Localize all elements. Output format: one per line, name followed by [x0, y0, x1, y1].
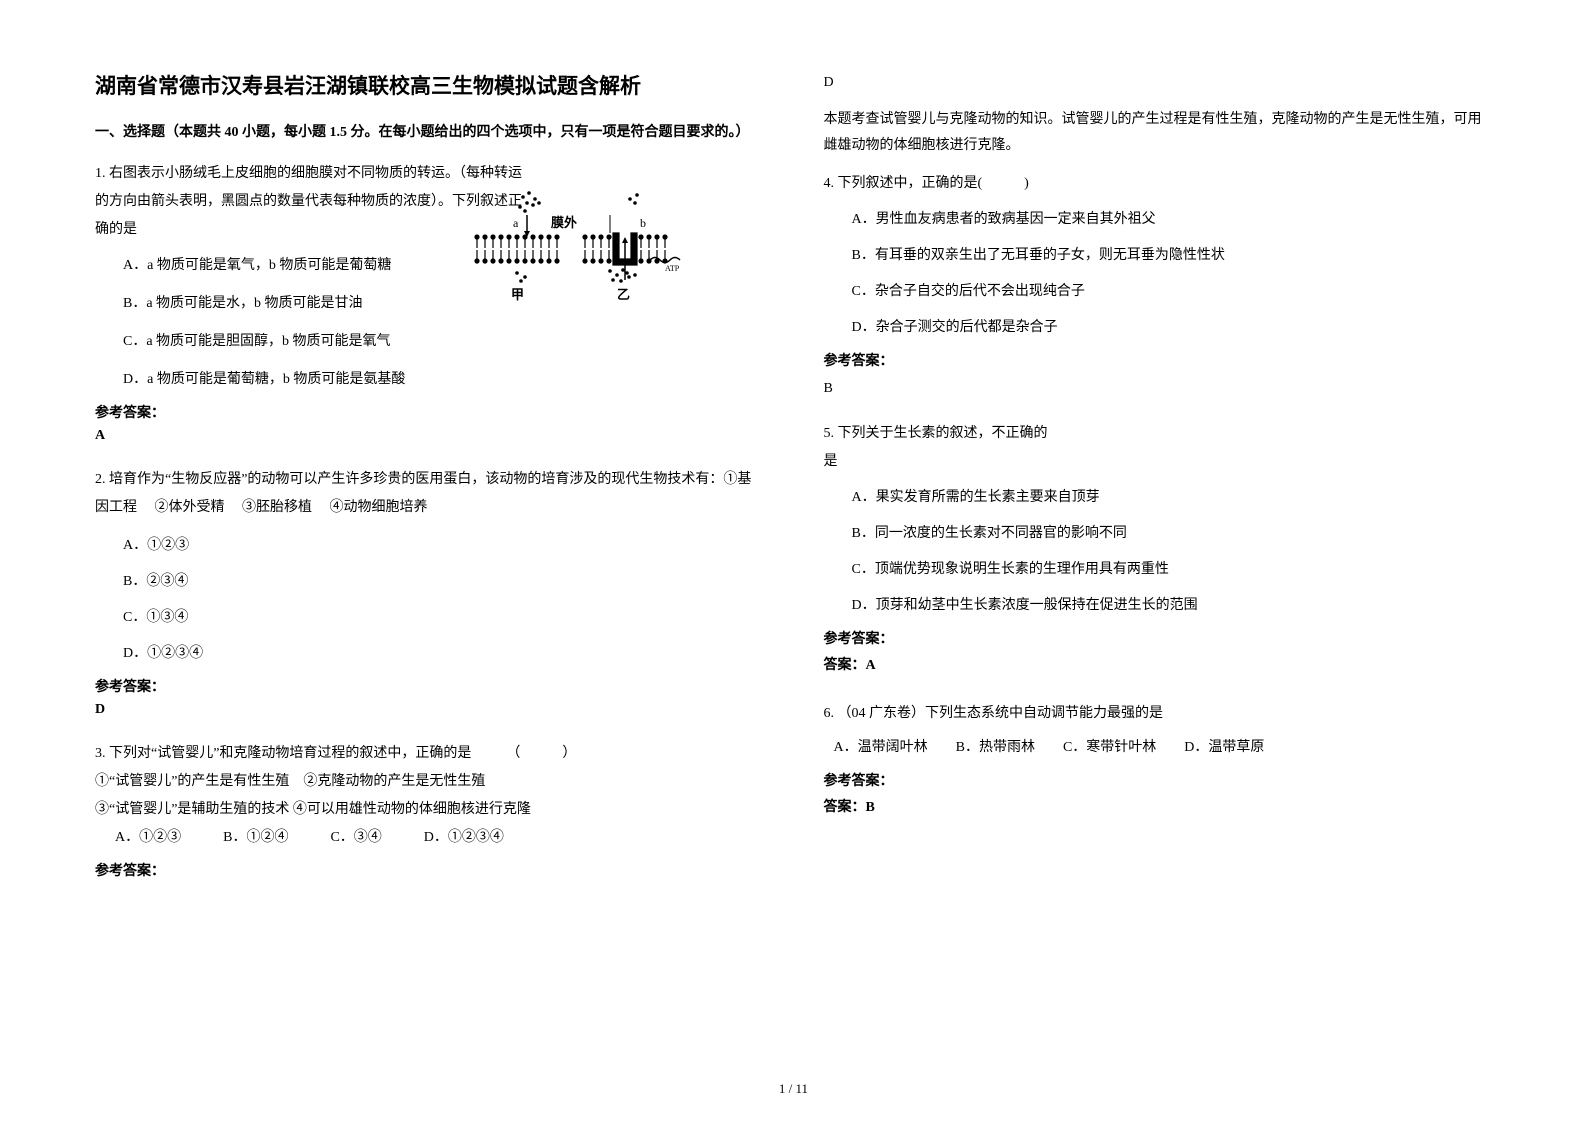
q4-answer: B: [824, 376, 1493, 403]
q1-answer-label: 参考答案：: [95, 402, 764, 422]
q1-membrane-diagram: a 膜外 b: [455, 185, 685, 305]
q5-answer-label: 参考答案：: [824, 628, 1493, 648]
q3-answer-label: 参考答案：: [95, 860, 764, 880]
q1-option-d: D．a 物质可能是葡萄糖，b 物质可能是氨基酸: [95, 366, 764, 394]
svg-text:ATP: ATP: [665, 264, 680, 273]
q1-option-c: C．a 物质可能是胆固醇，b 物质可能是氧气: [95, 328, 764, 356]
q5-option-b: B．同一浓度的生长素对不同器官的影响不同: [824, 520, 1493, 548]
q4-option-c: C．杂合子自交的后代不会出现纯合子: [824, 278, 1493, 306]
q4-answer-label: 参考答案：: [824, 350, 1493, 370]
q2-text: 2. 培育作为“生物反应器”的动物可以产生许多珍贵的医用蛋白，该动物的培育涉及的…: [95, 466, 764, 522]
q6-answer-label: 参考答案：: [824, 770, 1493, 790]
q5-text: 5. 下列关于生长素的叙述，不正确的: [824, 420, 1493, 448]
q6-answer: 答案：B: [824, 796, 1493, 816]
q3-options: A．①②③ B．①②④ C．③④ D．①②③④: [95, 824, 764, 852]
q2-answer-label: 参考答案：: [95, 676, 764, 696]
q3-answer: D: [824, 70, 1493, 97]
q3-explanation: 本题考查试管婴儿与克隆动物的知识。试管婴儿的产生过程是有性生殖，克隆动物的产生是…: [824, 107, 1493, 160]
q2-option-c: C．①③④: [95, 604, 764, 632]
document-title: 湖南省常德市汉寿县岩汪湖镇联校高三生物模拟试题含解析: [95, 70, 764, 100]
svg-text:甲: 甲: [511, 287, 524, 302]
question-3: 3. 下列对“试管婴儿”和克隆动物培育过程的叙述中，正确的是 （ ） ①“试管婴…: [95, 740, 764, 886]
q4-option-d: D．杂合子测交的后代都是杂合子: [824, 314, 1493, 342]
q2-option-b: B．②③④: [95, 568, 764, 596]
q5-option-d: D．顶芽和幼茎中生长素浓度一般保持在促进生长的范围: [824, 592, 1493, 620]
q3-line2: ①“试管婴儿”的产生是有性生殖 ②克隆动物的产生是无性生殖: [95, 768, 764, 796]
q4-text: 4. 下列叙述中，正确的是( ): [824, 170, 1493, 198]
page-number: 1 / 11: [779, 1081, 808, 1097]
q5-option-a: A．果实发育所需的生长素主要来自顶芽: [824, 484, 1493, 512]
q1-answer: A: [95, 428, 764, 444]
q6-options: A．温带阔叶林 B．热带雨林 C．寒带针叶林 D．温带草原: [824, 734, 1493, 762]
q2-option-a: A．①②③: [95, 532, 764, 560]
q3-text: 3. 下列对“试管婴儿”和克隆动物培育过程的叙述中，正确的是 （ ）: [95, 740, 764, 768]
q5-option-c: C．顶端优势现象说明生长素的生理作用具有两重性: [824, 556, 1493, 584]
svg-text:膜外: 膜外: [551, 215, 577, 230]
q5-text2: 是: [824, 448, 1493, 476]
q4-option-a: A．男性血友病患者的致病基因一定来自其外祖父: [824, 206, 1493, 234]
q5-answer: 答案：A: [824, 654, 1493, 674]
q2-answer: D: [95, 702, 764, 718]
question-6: 6. （04 广东卷）下列生态系统中自动调节能力最强的是 A．温带阔叶林 B．热…: [824, 700, 1493, 822]
svg-text:b: b: [640, 216, 646, 230]
question-5: 5. 下列关于生长素的叙述，不正确的 是 A．果实发育所需的生长素主要来自顶芽 …: [824, 420, 1493, 688]
question-2: 2. 培育作为“生物反应器”的动物可以产生许多珍贵的医用蛋白，该动物的培育涉及的…: [95, 466, 764, 728]
section-1-header: 一、选择题（本题共 40 小题，每小题 1.5 分。在每小题给出的四个选项中，只…: [95, 120, 764, 145]
q6-text: 6. （04 广东卷）下列生态系统中自动调节能力最强的是: [824, 700, 1493, 728]
right-column: D 本题考查试管婴儿与克隆动物的知识。试管婴儿的产生过程是有性生殖，克隆动物的产…: [824, 70, 1493, 1082]
q2-option-d: D．①②③④: [95, 640, 764, 668]
q4-option-b: B．有耳垂的双亲生出了无耳垂的子女，则无耳垂为隐性性状: [824, 242, 1493, 270]
left-column: 湖南省常德市汉寿县岩汪湖镇联校高三生物模拟试题含解析 一、选择题（本题共 40 …: [95, 70, 764, 1082]
q3-line3: ③“试管婴儿”是辅助生殖的技术 ④可以用雄性动物的体细胞核进行克隆: [95, 796, 764, 824]
question-4: 4. 下列叙述中，正确的是( ) A．男性血友病患者的致病基因一定来自其外祖父 …: [824, 170, 1493, 409]
svg-text:a: a: [513, 216, 519, 230]
svg-text:乙: 乙: [617, 287, 630, 302]
